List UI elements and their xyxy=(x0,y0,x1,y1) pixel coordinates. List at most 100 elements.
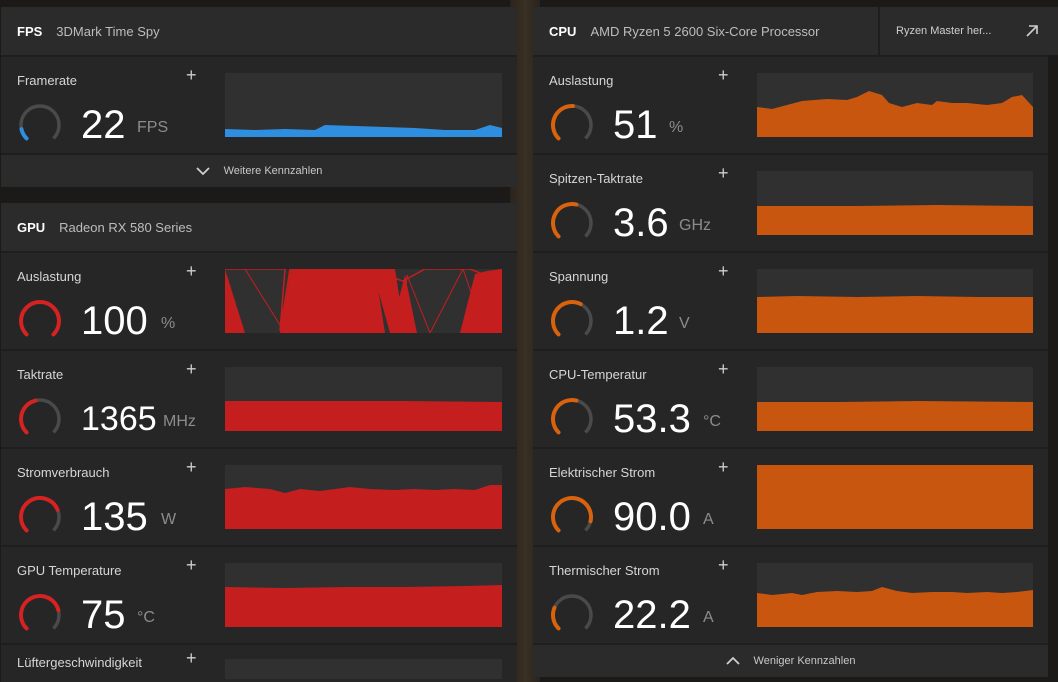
gauge-fill xyxy=(551,300,583,337)
metric-elektrischer-strom: Elektrischer Strom + 90.0 A xyxy=(533,449,1048,545)
gauge-fill xyxy=(19,398,38,435)
cpu-auslastung-graph xyxy=(757,73,1033,137)
gauge-fill xyxy=(19,127,29,141)
taktrate-graph xyxy=(225,367,502,431)
metric-spannung: Spannung + 1.2 V xyxy=(533,253,1048,349)
metric-unit: A xyxy=(703,609,714,626)
gpu-header: GPU Radeon RX 580 Series xyxy=(1,203,517,253)
metric-taktrate: Taktrate + 1365 MHz xyxy=(1,351,517,447)
gauge-icon xyxy=(19,594,61,631)
metric-value: 75 xyxy=(81,593,126,637)
gauge-icon xyxy=(551,104,593,141)
gauge-track xyxy=(551,594,593,630)
metric-value: 1365 xyxy=(81,400,157,438)
framerate-graph xyxy=(225,73,502,137)
metric-thermischer-strom: Thermischer Strom + 22.2 A xyxy=(533,547,1048,643)
gauge-fill xyxy=(19,594,61,631)
metric-label: GPU Temperature xyxy=(17,563,122,578)
plus-icon[interactable]: + xyxy=(186,555,197,575)
elektrischer-strom-graph xyxy=(757,465,1033,529)
more-metrics-button[interactable]: Weitere Kennzahlen xyxy=(1,155,517,187)
metric-value: 51 xyxy=(613,103,658,147)
cpu-header: CPU AMD Ryzen 5 2600 Six-Core Processor … xyxy=(533,7,1058,57)
plus-icon[interactable]: + xyxy=(718,555,729,575)
metric-value: 22 xyxy=(81,103,126,147)
gpu-temperature-graph xyxy=(225,563,502,627)
gauge-fill xyxy=(19,496,60,533)
plus-icon[interactable]: + xyxy=(186,65,197,85)
metric-stromverbrauch: Stromverbrauch + 135 W xyxy=(1,449,517,545)
stromverbrauch-graph xyxy=(225,465,502,529)
metric-gpu-temperature: GPU Temperature + 75 °C xyxy=(1,547,517,643)
cpu-subtitle: AMD Ryzen 5 2600 Six-Core Processor xyxy=(590,23,820,39)
plus-icon[interactable]: + xyxy=(186,457,197,477)
metric-label: Taktrate xyxy=(17,367,64,382)
fps-panel: FPS 3DMark Time Spy Framerate + 22 FPS W… xyxy=(1,7,517,187)
ryzen-master-button[interactable]: Ryzen Master her... xyxy=(878,7,1058,55)
plus-icon[interactable]: + xyxy=(718,457,729,477)
gauge-icon xyxy=(19,300,61,337)
metric-unit: GHz xyxy=(679,217,711,234)
more-metrics-label: Weitere Kennzahlen xyxy=(223,165,323,177)
fps-title: FPS xyxy=(17,23,43,39)
gauge-fill xyxy=(551,496,593,533)
cpu-panel: CPU AMD Ryzen 5 2600 Six-Core Processor … xyxy=(533,7,1058,677)
chevron-up-icon xyxy=(725,656,740,665)
ryzen-master-label: Ryzen Master her... xyxy=(896,25,992,37)
metric-value: 90.0 xyxy=(613,495,691,539)
gauge-icon xyxy=(551,594,593,631)
metric-unit: % xyxy=(669,119,684,136)
chevron-down-icon xyxy=(195,167,210,176)
less-metrics-label: Weniger Kennzahlen xyxy=(753,655,856,667)
metric-label: Elektrischer Strom xyxy=(549,465,656,480)
metric-spitzen-taktrate: Spitzen-Taktrate + 3.6 GHz xyxy=(533,155,1048,251)
metric-value: 1.2 xyxy=(613,299,669,343)
plus-icon[interactable]: + xyxy=(186,359,197,379)
metric-cpu-temperatur: CPU-Temperatur + 53.3 °C xyxy=(533,351,1048,447)
plus-icon[interactable]: + xyxy=(186,261,197,281)
metric-unit: V xyxy=(679,315,690,332)
metric-cpu-auslastung: Auslastung + 51 % xyxy=(533,57,1048,153)
metric-unit: FPS xyxy=(137,119,169,136)
gauge-fill xyxy=(551,104,575,141)
spannung-graph xyxy=(757,269,1033,333)
metric-unit: A xyxy=(703,511,714,528)
lueftergeschwindigkeit-graph xyxy=(225,659,502,679)
plus-icon[interactable]: + xyxy=(718,261,729,281)
gauge-icon xyxy=(551,202,593,239)
gauge-icon xyxy=(19,398,61,435)
gauge-icon xyxy=(19,496,61,533)
metric-unit: % xyxy=(161,315,176,332)
external-link-icon xyxy=(1026,25,1038,37)
metric-gpu-auslastung: Auslastung + 100 % xyxy=(1,253,517,349)
metric-unit: °C xyxy=(703,413,721,430)
gpu-title: GPU xyxy=(17,219,46,235)
gauge-track xyxy=(19,104,61,140)
metric-label: Auslastung xyxy=(549,73,614,88)
metric-value: 53.3 xyxy=(613,397,691,441)
metric-label: Lüftergeschwindigkeit xyxy=(17,655,143,670)
fps-header: FPS 3DMark Time Spy xyxy=(1,7,517,57)
metric-lueftergeschwindigkeit: Lüftergeschwindigkeit + xyxy=(1,645,517,682)
metric-unit: MHz xyxy=(163,413,196,430)
metric-value: 22.2 xyxy=(613,593,691,637)
gauge-fill xyxy=(551,605,561,631)
fps-subtitle: 3DMark Time Spy xyxy=(56,23,160,39)
plus-icon[interactable]: + xyxy=(718,163,729,183)
gauge-icon xyxy=(19,104,61,141)
cpu-title: CPU xyxy=(549,23,577,39)
plus-icon[interactable]: + xyxy=(718,359,729,379)
gauge-fill xyxy=(551,398,579,435)
gpu-subtitle: Radeon RX 580 Series xyxy=(59,219,193,235)
plus-icon[interactable]: + xyxy=(718,65,729,85)
metric-unit: W xyxy=(161,511,177,528)
metric-label: Spitzen-Taktrate xyxy=(549,171,643,186)
less-metrics-button[interactable]: Weniger Kennzahlen xyxy=(533,645,1048,677)
cpu-temperatur-graph xyxy=(757,367,1033,431)
gauge-icon xyxy=(551,300,593,337)
metric-unit: °C xyxy=(137,609,155,626)
plus-icon[interactable]: + xyxy=(186,648,197,668)
gauge-icon xyxy=(551,496,593,533)
gauge-icon xyxy=(551,398,593,435)
metric-label: Thermischer Strom xyxy=(549,563,660,578)
